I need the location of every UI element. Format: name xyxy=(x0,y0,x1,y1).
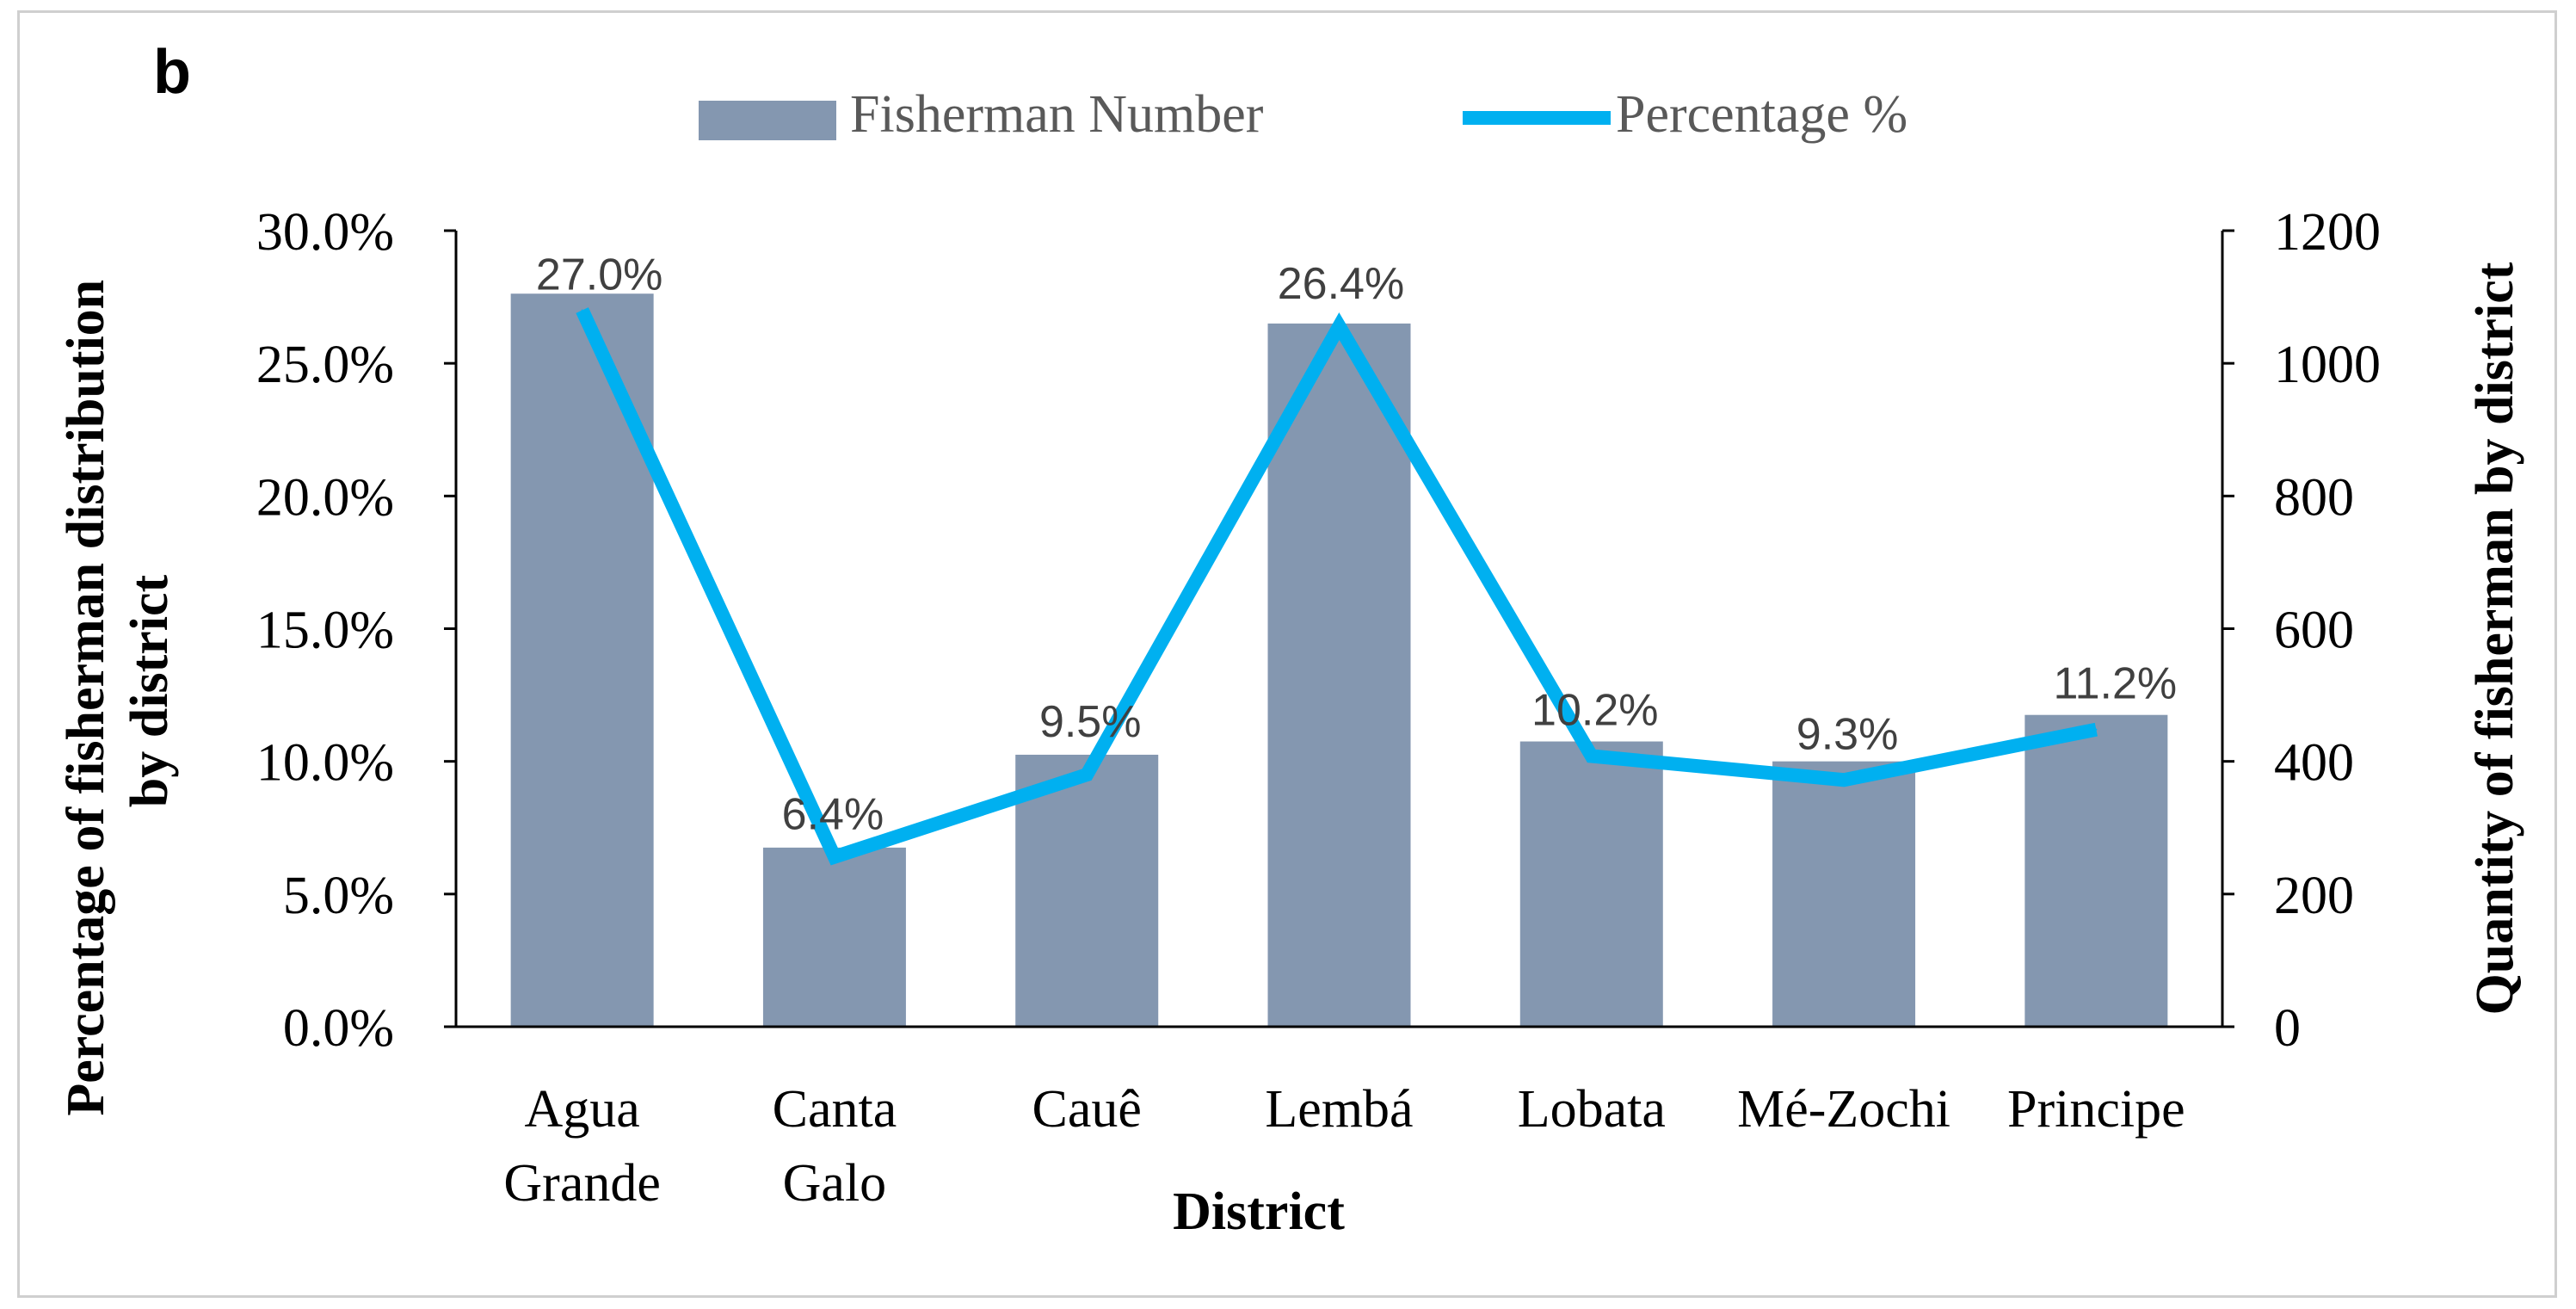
category-label-0-line-2: Grande xyxy=(503,1154,660,1213)
category-label-3: Lembá xyxy=(1265,1080,1413,1139)
right-tick-label-4: 800 xyxy=(2274,468,2354,527)
right-tick-label-1: 200 xyxy=(2274,867,2354,925)
bar-3 xyxy=(1267,323,1411,1028)
left-tick-label-0: 0.0% xyxy=(283,999,394,1058)
line-point-1 xyxy=(833,855,835,858)
line-point-2 xyxy=(1086,774,1088,776)
left-axis-title-line-2: by district xyxy=(120,574,179,807)
legend: Fisherman Number Percentage % xyxy=(699,85,1907,144)
data-label-6: 11.2% xyxy=(2054,659,2178,709)
left-axis-title-line-1: Percentage of fisherman distribution xyxy=(57,280,115,1116)
panel-label: b xyxy=(153,38,191,107)
left-axis-title: Percentage of fisherman distribution by … xyxy=(57,266,179,1115)
category-label-4: Lobata xyxy=(1518,1080,1666,1139)
legend-label-bars: Fisherman Number xyxy=(850,85,1264,144)
line-point-4 xyxy=(1590,755,1593,757)
data-label-5: 9.3% xyxy=(1796,709,1899,759)
bar-6 xyxy=(2024,714,2168,1027)
left-tick-label-6: 30.0% xyxy=(256,203,394,262)
category-label-1-line-2: Galo xyxy=(783,1154,887,1213)
data-label-0: 27.0% xyxy=(536,250,662,300)
left-tick-label-3: 15.0% xyxy=(256,602,394,660)
left-tick-label-2: 10.0% xyxy=(256,734,394,793)
bar-5 xyxy=(1772,761,1916,1027)
line-point-6 xyxy=(2095,728,2098,731)
legend-label-line: Percentage % xyxy=(1616,85,1907,144)
data-label-1: 6.4% xyxy=(782,790,884,840)
right-tick-label-5: 1000 xyxy=(2274,336,2381,394)
category-label-6: Principe xyxy=(2007,1080,2185,1139)
plot-area: 0.0% 5.0% 10.0% 15.0% 20.0% 25.0% 30.0% 0 200 400… xyxy=(256,203,2381,1213)
category-label-0-line-1: Agua xyxy=(524,1080,639,1139)
line-point-3 xyxy=(1338,325,1340,327)
right-tick-label-0: 0 xyxy=(2274,999,2301,1058)
data-label-2: 9.5% xyxy=(1039,697,1142,747)
x-axis-title: District xyxy=(1173,1182,1345,1241)
line-point-5 xyxy=(1843,779,1846,781)
right-axis-title: Quantity of fisherman by district xyxy=(2466,262,2524,1015)
bar-1 xyxy=(762,847,906,1027)
left-tick-label-5: 25.0% xyxy=(256,336,394,394)
category-label-2: Cauê xyxy=(1032,1080,1142,1139)
bar-2 xyxy=(1015,754,1159,1027)
left-tick-label-4: 20.0% xyxy=(256,468,394,527)
category-label-1-line-1: Canta xyxy=(773,1080,897,1139)
right-tick-label-6: 1200 xyxy=(2274,203,2381,262)
line-point-0 xyxy=(581,309,583,312)
left-tick-label-1: 5.0% xyxy=(283,867,394,925)
data-label-3: 26.4% xyxy=(1278,259,1404,309)
legend-swatch-bars xyxy=(699,101,836,140)
right-tick-label-2: 400 xyxy=(2274,734,2354,793)
data-label-4: 10.2% xyxy=(1531,686,1658,736)
bar-4 xyxy=(1519,741,1663,1027)
category-label-5: Mé-Zochi xyxy=(1737,1080,1950,1139)
right-tick-label-3: 600 xyxy=(2274,602,2354,660)
